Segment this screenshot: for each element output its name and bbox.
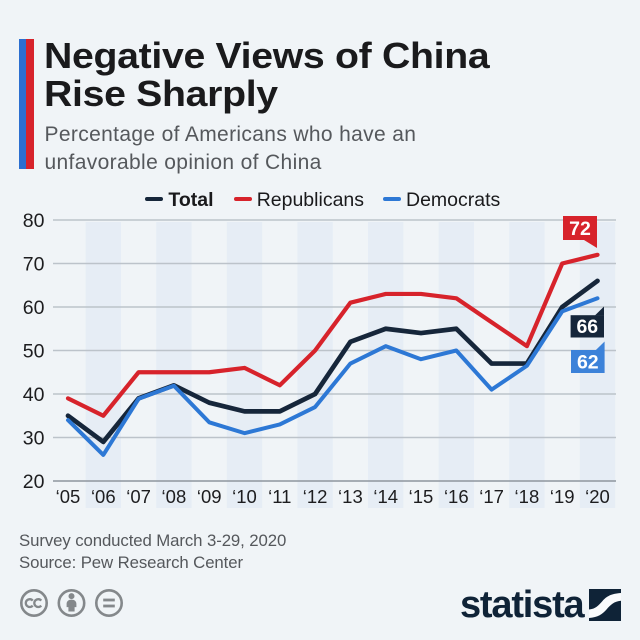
svg-text:80: 80 bbox=[23, 210, 45, 232]
svg-text:‘08: ‘08 bbox=[162, 486, 187, 507]
svg-text:‘20: ‘20 bbox=[585, 486, 610, 507]
svg-text:30: 30 bbox=[23, 427, 45, 449]
svg-text:‘11: ‘11 bbox=[268, 486, 291, 507]
svg-text:72: 72 bbox=[569, 218, 591, 240]
svg-text:62: 62 bbox=[577, 351, 599, 373]
svg-text:‘10: ‘10 bbox=[232, 486, 257, 507]
svg-text:70: 70 bbox=[23, 253, 45, 275]
svg-text:‘18: ‘18 bbox=[515, 486, 540, 507]
svg-text:‘14: ‘14 bbox=[373, 486, 398, 507]
svg-text:‘05: ‘05 bbox=[56, 486, 81, 507]
svg-text:‘07: ‘07 bbox=[126, 486, 151, 507]
svg-text:40: 40 bbox=[23, 384, 45, 406]
svg-text:‘13: ‘13 bbox=[338, 486, 363, 507]
svg-text:‘06: ‘06 bbox=[91, 486, 116, 507]
svg-text:60: 60 bbox=[23, 297, 45, 319]
svg-text:‘12: ‘12 bbox=[303, 486, 328, 507]
svg-text:‘17: ‘17 bbox=[479, 486, 504, 507]
svg-text:50: 50 bbox=[23, 340, 45, 362]
svg-text:‘15: ‘15 bbox=[409, 486, 434, 507]
svg-text:20: 20 bbox=[23, 471, 45, 493]
svg-text:‘19: ‘19 bbox=[550, 486, 575, 507]
svg-text:‘09: ‘09 bbox=[197, 486, 222, 507]
svg-text:‘16: ‘16 bbox=[444, 486, 469, 507]
svg-text:66: 66 bbox=[576, 316, 598, 338]
